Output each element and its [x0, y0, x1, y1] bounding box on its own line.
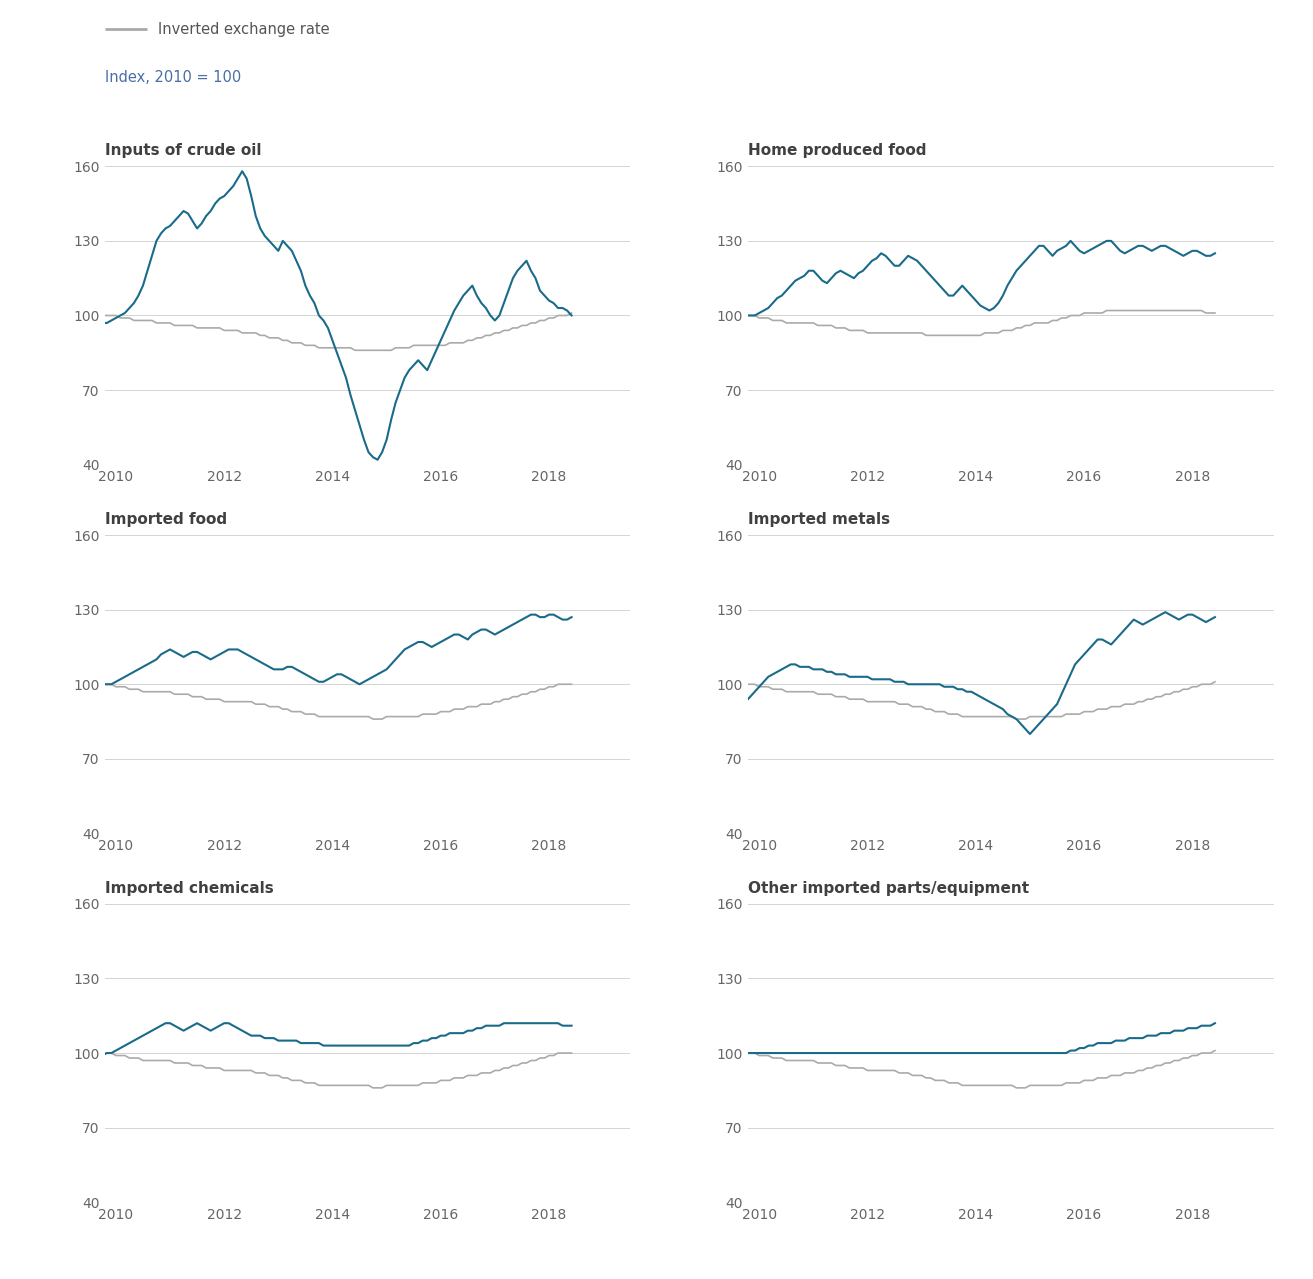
- Text: Inverted exchange rate: Inverted exchange rate: [158, 22, 330, 37]
- Text: Imported metals: Imported metals: [748, 512, 890, 527]
- Text: Other imported parts/equipment: Other imported parts/equipment: [748, 881, 1029, 895]
- Text: Index, 2010 = 100: Index, 2010 = 100: [105, 70, 242, 86]
- Text: Home produced food: Home produced food: [748, 143, 927, 159]
- Text: Inputs of crude oil: Inputs of crude oil: [105, 143, 261, 159]
- Text: Imported food: Imported food: [105, 512, 227, 527]
- Text: Imported chemicals: Imported chemicals: [105, 881, 274, 895]
